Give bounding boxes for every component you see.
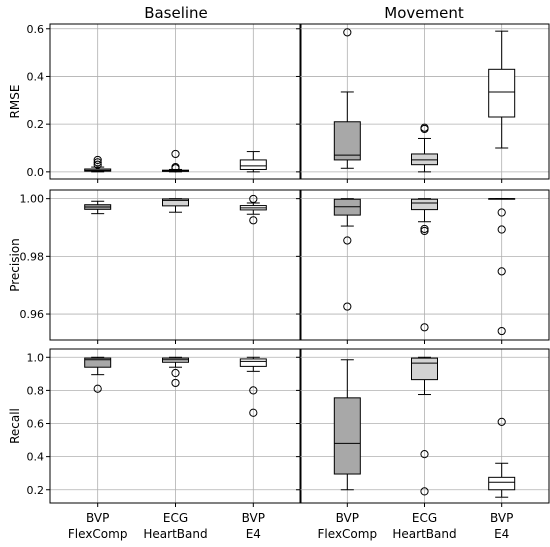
box-recall-baseline-3-iqr	[239, 358, 267, 367]
panel-frame-rmse-movement	[299, 23, 550, 180]
y-axis-label-rmse: RMSE	[8, 85, 22, 119]
y-axis-label-precision: Precision	[8, 238, 22, 292]
column-title-baseline: Baseline	[144, 4, 208, 22]
category-label-line2: E4	[246, 527, 261, 541]
box-precision-movement-1-outlier	[343, 302, 352, 311]
box-precision-baseline-2-iqr	[162, 198, 189, 207]
box-recall-movement-1-iqr	[333, 397, 361, 475]
category-label-line2: FlexComp	[318, 527, 378, 541]
y-tick-label: 0.4	[27, 70, 45, 83]
box-recall-baseline-1-outlier	[93, 384, 102, 393]
category-label-line2: FlexComp	[68, 527, 128, 541]
box-recall-baseline-2-outlier	[171, 378, 180, 388]
box-rmse-baseline-3-iqr	[239, 159, 267, 170]
box-precision-movement-3-outlier	[497, 267, 506, 276]
y-tick-label: 0.2	[27, 118, 45, 131]
box-precision-movement-2-outlier	[420, 224, 429, 234]
category-label-line2: E4	[494, 527, 509, 541]
category-label-line1: ECG	[412, 511, 437, 525]
box-recall-movement-3-outlier	[497, 417, 506, 426]
box-precision-baseline-3-outlier	[249, 216, 258, 225]
category-label-line1: BVP	[86, 511, 109, 525]
y-tick-label: 0.0	[27, 166, 45, 179]
y-tick-label: 1.0	[27, 351, 45, 364]
box-rmse-baseline-1-outlier	[93, 158, 102, 167]
panel-frame-precision-baseline	[49, 189, 302, 341]
box-recall-movement-2-outlier	[420, 487, 429, 496]
panel-frame-precision-movement	[299, 189, 550, 341]
y-tick-label: 0.6	[27, 418, 45, 431]
y-tick-label: 0.98	[20, 250, 45, 263]
box-precision-movement-3-outlier	[497, 326, 506, 336]
box-rmse-movement-2-outlier	[420, 123, 429, 132]
box-precision-movement-1-outlier	[343, 236, 352, 245]
box-rmse-baseline-1-outlier	[93, 160, 102, 169]
box-precision-movement-3-outlier	[497, 208, 506, 217]
panel-frame-recall-movement	[299, 348, 550, 504]
y-tick-label: 0.2	[27, 484, 45, 497]
box-recall-movement-2-iqr	[411, 357, 438, 381]
box-recall-baseline-3-outlier	[249, 408, 258, 417]
box-rmse-movement-3-iqr	[488, 68, 516, 118]
box-recall-baseline-3-outlier	[249, 386, 258, 395]
panel-frame-recall-baseline	[49, 348, 302, 504]
y-tick-label: 0.6	[27, 23, 45, 36]
plot-area: RMSE 0.0 0.2 0.4 0.6 Precision 0.96 0.98 1.00 Rec…	[8, 23, 550, 541]
box-precision-baseline-3-outlier	[249, 194, 258, 204]
category-label-line2: HeartBand	[392, 527, 456, 541]
y-tick-label: 0.8	[27, 384, 45, 397]
category-label-line1: BVP	[336, 511, 359, 525]
box-rmse-baseline-2-outlier	[171, 149, 180, 159]
box-rmse-movement-1-outlier	[343, 28, 352, 37]
y-axis-label-recall: Recall	[8, 408, 22, 444]
y-tick-label: 0.96	[20, 308, 45, 321]
box-recall-movement-2-outlier	[420, 450, 429, 459]
category-label-line1: BVP	[242, 511, 265, 525]
box-precision-movement-2-iqr	[411, 198, 438, 211]
box-recall-movement-3-iqr	[488, 476, 516, 491]
box-precision-movement-2-outlier	[420, 323, 429, 332]
category-label-line2: HeartBand	[143, 527, 207, 541]
box-rmse-movement-1-iqr	[333, 121, 361, 161]
y-tick-label: 0.4	[27, 451, 45, 464]
box-precision-movement-3-outlier	[497, 225, 506, 234]
category-label-line1: BVP	[490, 511, 513, 525]
box-rmse-baseline-2-outlier	[171, 162, 180, 172]
column-title-movement: Movement	[384, 4, 464, 22]
panel-frame-rmse-baseline	[49, 23, 302, 180]
box-recall-baseline-1-iqr	[84, 357, 112, 368]
category-label-line1: ECG	[163, 511, 188, 525]
box-recall-baseline-2-outlier	[171, 368, 180, 378]
box-rmse-movement-2-iqr	[411, 153, 438, 166]
box-precision-movement-2-outlier	[420, 226, 429, 236]
y-tick-label: 1.00	[20, 193, 45, 206]
box-rmse-baseline-1-outlier	[93, 155, 102, 165]
